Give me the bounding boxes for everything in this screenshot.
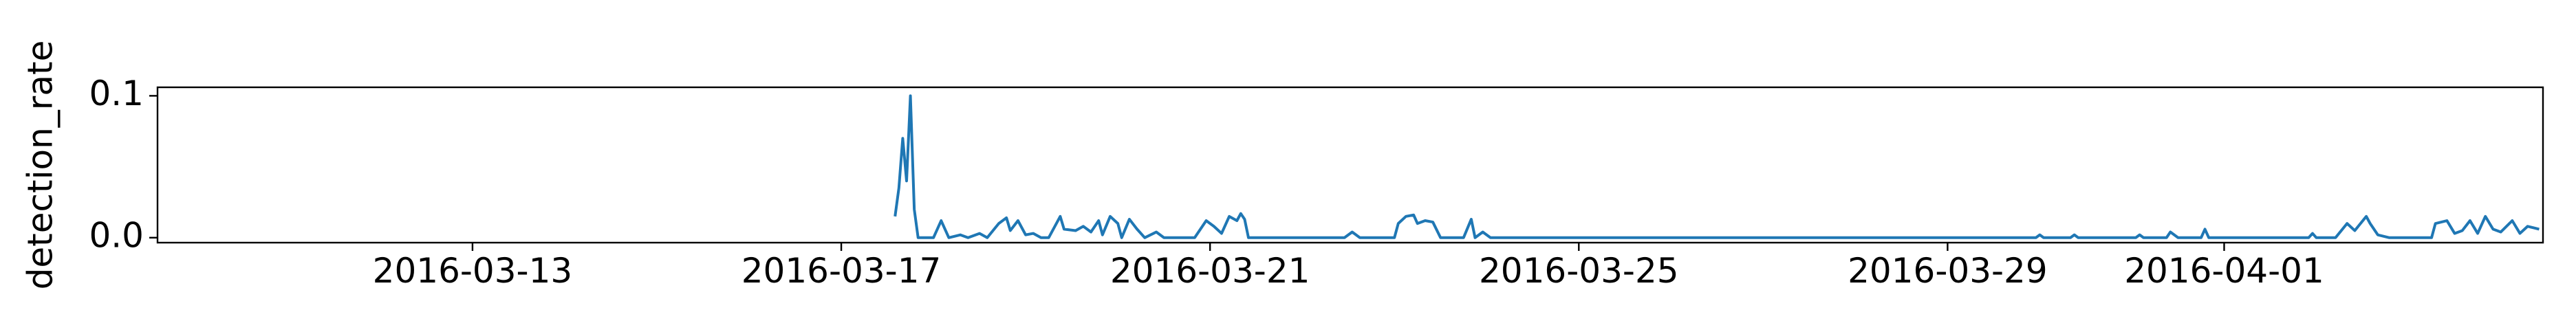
y-axis-label: detection_rate xyxy=(21,41,61,290)
x-tick-label: 2016-03-17 xyxy=(742,251,942,291)
x-tick-label: 2016-03-25 xyxy=(1479,251,1679,291)
x-tick-label: 2016-03-29 xyxy=(1848,251,2048,291)
y-tick-label: 0.0 xyxy=(89,215,144,255)
x-tick-label: 2016-04-01 xyxy=(2124,251,2324,291)
x-tick-label: 2016-03-13 xyxy=(373,251,573,291)
data-line xyxy=(894,94,2540,239)
x-tick-label: 2016-03-21 xyxy=(1110,251,1310,291)
plot-frame xyxy=(156,86,2544,244)
y-tick-label: 0.1 xyxy=(89,74,144,113)
